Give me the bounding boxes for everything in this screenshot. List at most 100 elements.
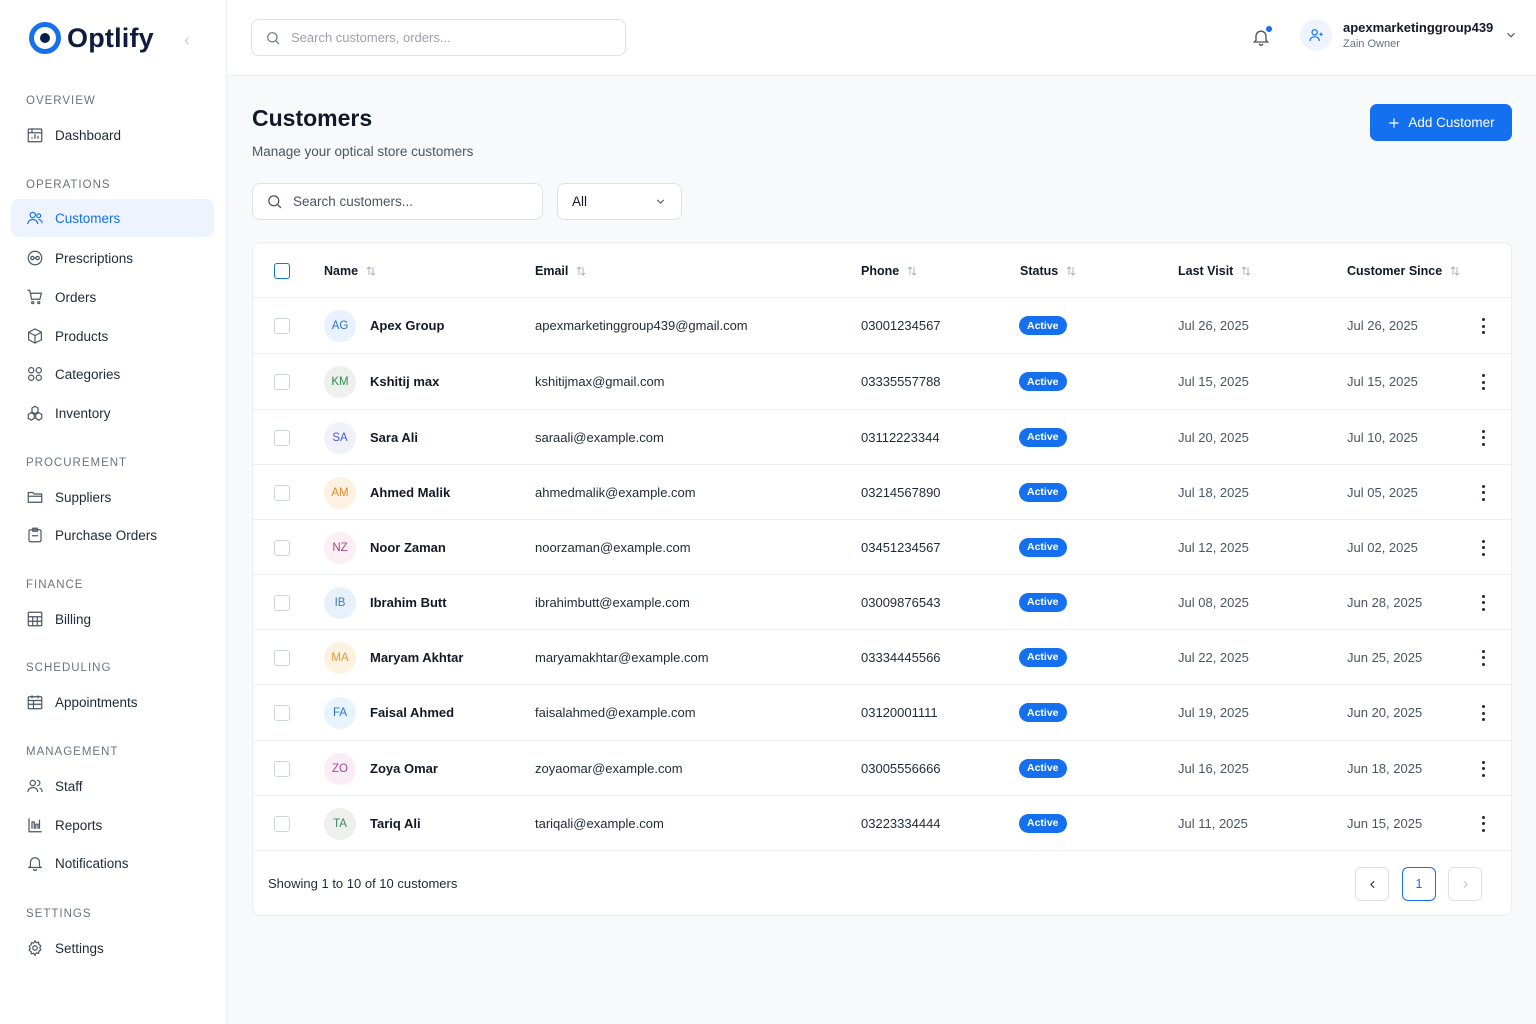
customer-name[interactable]: Kshitij max xyxy=(370,374,440,389)
sidebar-item-dashboard[interactable]: Dashboard xyxy=(11,116,214,154)
section-operations: OPERATIONS xyxy=(26,179,111,191)
customer-avatar: MA xyxy=(324,641,356,674)
global-search[interactable] xyxy=(251,19,626,56)
table-row[interactable]: FA Faisal Ahmed faisalahmed@example.com 031… xyxy=(253,685,1511,741)
row-actions-icon[interactable] xyxy=(1479,649,1487,666)
column-phone[interactable]: Phone xyxy=(861,264,918,278)
sidebar-item-prescriptions[interactable]: Prescriptions xyxy=(11,239,214,277)
collapse-sidebar-icon[interactable]: ‹ xyxy=(184,30,190,50)
row-checkbox[interactable] xyxy=(274,539,290,556)
sidebar-item-purchase-orders[interactable]: Purchase Orders xyxy=(11,516,214,554)
customer-name[interactable]: Sara Ali xyxy=(370,429,418,445)
status-filter-select[interactable]: All xyxy=(557,183,682,220)
row-checkbox[interactable] xyxy=(274,760,290,777)
sidebar-item-label: Suppliers xyxy=(55,489,112,505)
user-menu[interactable]: apexmarketinggroup439 Zain Owner xyxy=(1300,19,1518,51)
sidebar-item-staff[interactable]: Staff xyxy=(11,767,214,805)
row-checkbox[interactable] xyxy=(274,429,290,446)
sidebar-item-orders[interactable]: Orders xyxy=(11,278,214,316)
table-row[interactable]: ZO Zoya Omar zoyaomar@example.com 030055566… xyxy=(253,741,1511,796)
row-actions-icon[interactable] xyxy=(1479,484,1487,501)
row-actions-icon[interactable] xyxy=(1479,705,1487,721)
column-status[interactable]: Status xyxy=(1020,264,1077,278)
column-customer-since[interactable]: Customer Since xyxy=(1347,264,1461,278)
table-row[interactable]: TA Tariq Ali tariqali@example.com 032233344… xyxy=(253,796,1511,851)
section-management: MANAGEMENT xyxy=(26,746,119,758)
calendar-icon xyxy=(27,695,43,710)
customer-since-date: Jun 15, 2025 xyxy=(1347,815,1423,831)
customer-name[interactable]: Noor Zaman xyxy=(370,539,446,555)
row-checkbox[interactable] xyxy=(274,815,290,832)
notifications-button[interactable] xyxy=(1251,25,1273,49)
customer-name[interactable]: Ahmed Malik xyxy=(370,484,451,500)
sidebar-item-categories[interactable]: Categories xyxy=(11,355,214,393)
customer-name[interactable]: Apex Group xyxy=(370,318,445,333)
sidebar-item-suppliers[interactable]: Suppliers xyxy=(11,478,214,516)
customer-phone: 03334445566 xyxy=(861,649,941,665)
billing-icon xyxy=(27,611,43,627)
status-badge: Active xyxy=(1019,647,1067,667)
row-checkbox[interactable] xyxy=(274,318,290,334)
sidebar-item-inventory[interactable]: Inventory xyxy=(11,394,214,432)
customer-phone: 03214567890 xyxy=(861,484,941,500)
sidebar-item-notifications[interactable]: Notifications xyxy=(11,844,214,882)
sidebar-item-reports[interactable]: Reports xyxy=(11,806,214,844)
customer-avatar: SA xyxy=(324,421,356,454)
sort-icon xyxy=(1066,266,1076,276)
row-checkbox[interactable] xyxy=(274,484,290,501)
customer-phone: 03335557788 xyxy=(861,374,941,389)
customer-phone: 03009876543 xyxy=(861,594,941,610)
select-all-checkbox[interactable] xyxy=(274,263,290,279)
add-customer-button[interactable]: Add Customer xyxy=(1370,104,1512,141)
sidebar-item-label: Dashboard xyxy=(55,127,122,143)
table-row[interactable]: KM Kshitij max kshitijmax@gmail.com 0333555… xyxy=(253,354,1511,410)
row-actions-icon[interactable] xyxy=(1479,760,1487,777)
row-checkbox[interactable] xyxy=(274,594,290,611)
sidebar-item-products[interactable]: Products xyxy=(11,317,214,355)
customer-name[interactable]: Zoya Omar xyxy=(370,760,438,776)
customer-name[interactable]: Faisal Ahmed xyxy=(370,705,455,720)
row-actions-icon[interactable] xyxy=(1479,318,1487,334)
row-checkbox[interactable] xyxy=(274,649,290,666)
sidebar-item-billing[interactable]: Billing xyxy=(11,600,214,638)
column-last-visit[interactable]: Last Visit xyxy=(1178,264,1252,278)
table-row[interactable]: IB Ibrahim Butt ibrahimbutt@example.com 030… xyxy=(253,575,1511,630)
customer-search-input[interactable] xyxy=(293,194,533,209)
customer-name[interactable]: Ibrahim Butt xyxy=(370,594,447,610)
row-checkbox[interactable] xyxy=(274,374,290,390)
customer-phone: 03451234567 xyxy=(861,539,941,555)
next-page-button[interactable] xyxy=(1448,867,1482,901)
table-row[interactable]: MA Maryam Akhtar maryamakhtar@example.com 0… xyxy=(253,630,1511,685)
user-role: Zain Owner xyxy=(1343,38,1400,50)
global-search-input[interactable] xyxy=(291,30,611,45)
customer-name[interactable]: Tariq Ali xyxy=(370,815,421,831)
customer-name[interactable]: Maryam Akhtar xyxy=(370,649,464,665)
previous-page-button[interactable] xyxy=(1355,867,1389,901)
row-actions-icon[interactable] xyxy=(1479,815,1487,832)
column-name[interactable]: Name xyxy=(324,264,377,278)
row-actions-icon[interactable] xyxy=(1479,594,1487,611)
last-visit-date: Jul 12, 2025 xyxy=(1178,539,1249,555)
row-actions-icon[interactable] xyxy=(1479,429,1487,446)
column-email[interactable]: Email xyxy=(535,264,587,278)
brand-logo[interactable]: Optlify xyxy=(29,22,154,54)
row-checkbox[interactable] xyxy=(274,705,290,721)
table-row[interactable]: AG Apex Group apexmarketinggroup439@gmail.… xyxy=(253,298,1511,354)
row-actions-icon[interactable] xyxy=(1479,539,1487,556)
chevron-down-icon xyxy=(1507,32,1516,38)
customer-search[interactable] xyxy=(252,183,543,220)
sidebar-item-customers[interactable]: Customers xyxy=(11,199,214,237)
status-badge: Active xyxy=(1019,813,1067,833)
section-settings: SETTINGS xyxy=(26,908,92,920)
page-button-current[interactable]: 1 xyxy=(1402,867,1436,901)
sidebar-item-settings[interactable]: Settings xyxy=(11,929,214,967)
sidebar-item-label: Customers xyxy=(55,210,121,226)
sidebar-item-appointments[interactable]: Appointments xyxy=(11,683,214,721)
sidebar-item-label: Categories xyxy=(55,366,121,382)
table-row[interactable]: NZ Noor Zaman noorzaman@example.com 0345123… xyxy=(253,520,1511,575)
row-actions-icon[interactable] xyxy=(1479,374,1487,390)
column-status-label: Status xyxy=(1020,264,1059,278)
sidebar-item-label: Notifications xyxy=(55,855,129,871)
table-row[interactable]: AM Ahmed Malik ahmedmalik@example.com 03214… xyxy=(253,465,1511,520)
table-row[interactable]: SA Sara Ali saraali@example.com 03112223344… xyxy=(253,410,1511,465)
